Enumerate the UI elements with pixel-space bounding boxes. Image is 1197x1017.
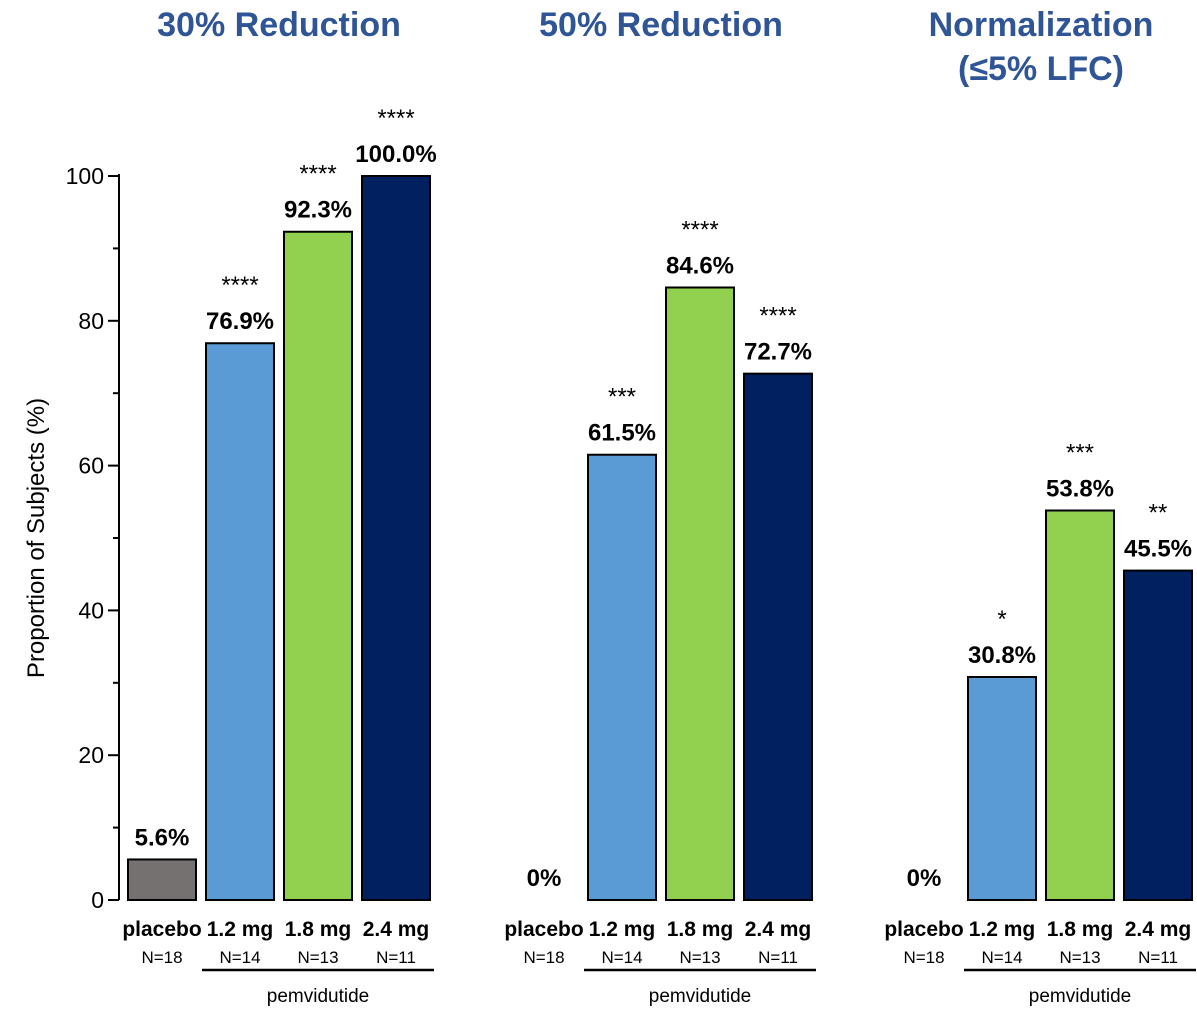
category-label: 1.2 mg (207, 918, 274, 941)
category-label: placebo (504, 918, 583, 941)
significance-label: **** (759, 303, 796, 330)
bar (967, 676, 1037, 901)
value-label: 0% (907, 865, 942, 892)
group-title: 30% Reduction (157, 6, 401, 44)
value-label: 0% (527, 865, 562, 892)
value-label: 5.6% (135, 824, 190, 851)
n-label: N=18 (523, 948, 564, 967)
group-title: 50% Reduction (539, 6, 783, 44)
bar (743, 372, 813, 902)
n-label: N=11 (758, 948, 798, 967)
category-label: 1.8 mg (1047, 918, 1114, 941)
bar (1045, 509, 1115, 901)
value-label: 92.3% (284, 197, 352, 224)
category-label: 1.2 mg (969, 918, 1036, 941)
bar (1123, 569, 1193, 902)
category-label: 1.2 mg (589, 918, 656, 941)
category-label: 1.8 mg (285, 918, 352, 941)
n-label: N=13 (297, 948, 338, 967)
n-label: N=13 (1059, 948, 1100, 967)
significance-label: ** (1149, 500, 1168, 527)
n-label: N=13 (679, 948, 720, 967)
n-label: N=14 (219, 948, 260, 967)
y-tick-label: 40 (78, 597, 104, 623)
category-label: 2.4 mg (1125, 918, 1192, 941)
significance-label: **** (681, 216, 718, 243)
significance-label: * (997, 606, 1006, 633)
n-label: N=11 (1138, 948, 1178, 967)
category-label: 2.4 mg (745, 918, 812, 941)
y-tick-label: 80 (78, 308, 104, 334)
category-label: placebo (122, 918, 201, 941)
n-label: N=18 (141, 948, 182, 967)
bar (205, 342, 275, 901)
bar (665, 286, 735, 902)
bar (587, 453, 657, 901)
bar (283, 230, 353, 902)
group-label: pemvidutide (267, 986, 369, 1007)
n-label: N=11 (376, 948, 416, 967)
significance-label: **** (299, 161, 336, 188)
bar (361, 175, 431, 901)
y-tick-label: 20 (78, 742, 104, 768)
value-label: 45.5% (1124, 536, 1192, 563)
value-label: 61.5% (588, 420, 656, 447)
bar (127, 858, 197, 901)
significance-label: **** (221, 272, 258, 299)
group-title: Normalization (929, 6, 1154, 44)
y-tick-label: 60 (78, 453, 104, 479)
y-tick-label: 0 (91, 887, 104, 913)
value-label: 30.8% (968, 642, 1036, 669)
n-label: N=14 (981, 948, 1022, 967)
value-label: 53.8% (1046, 475, 1114, 502)
n-label: N=18 (903, 948, 944, 967)
significance-label: **** (377, 105, 414, 132)
y-tick-label: 100 (66, 163, 104, 189)
value-label: 72.7% (744, 339, 812, 366)
value-label: 100.0% (355, 141, 436, 168)
value-label: 84.6% (666, 252, 734, 279)
category-label: 2.4 mg (363, 918, 430, 941)
y-axis-label: Proportion of Subjects (%) (23, 398, 50, 678)
group-label: pemvidutide (649, 986, 751, 1007)
value-label: 76.9% (206, 308, 274, 335)
n-label: N=14 (601, 948, 642, 967)
group-title: (≤5% LFC) (958, 50, 1124, 88)
group-label: pemvidutide (1029, 986, 1131, 1007)
significance-label: *** (608, 384, 636, 411)
category-label: 1.8 mg (667, 918, 734, 941)
significance-label: *** (1066, 439, 1094, 466)
category-label: placebo (884, 918, 963, 941)
